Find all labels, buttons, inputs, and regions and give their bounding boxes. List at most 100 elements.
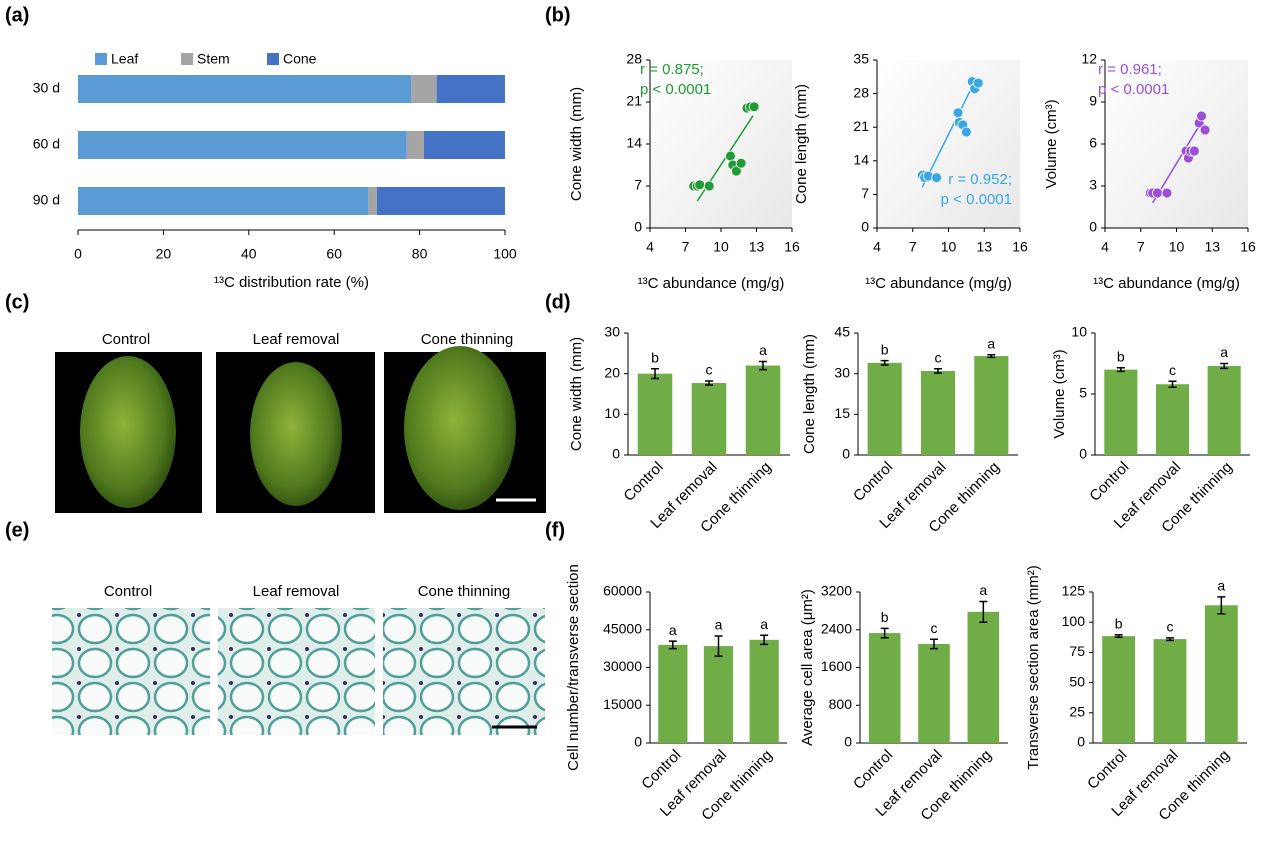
x-tick-label: 16 [1240, 239, 1256, 255]
significance-letter: c [931, 620, 938, 636]
y-axis-title: Cell number/transverse section [565, 564, 582, 771]
x-tick-label: Control [850, 459, 896, 505]
error-bar [760, 634, 769, 646]
annotation: p < 0.0001 [941, 191, 1012, 208]
panel-label: (f) [545, 519, 565, 541]
photo-label: Cone thinning [421, 331, 514, 348]
significance-letter: c [935, 349, 942, 365]
bar [868, 633, 901, 743]
annotation: r = 0.961; [1098, 61, 1162, 78]
point [931, 172, 942, 184]
significance-letter: c [1169, 362, 1176, 378]
x-tick-label: 10 [941, 239, 957, 255]
x-tick-label: 60 [326, 246, 342, 262]
significance-letter: c [706, 362, 713, 378]
y-tick-label: 0 [634, 734, 642, 750]
point [730, 165, 742, 177]
bar-segment [406, 131, 424, 159]
y-tick-label: 0 [861, 219, 869, 235]
significance-letter: b [1115, 616, 1123, 632]
x-tick-label: 7 [1137, 239, 1145, 255]
y-axis-title: Average cell area (μm²) [799, 589, 816, 746]
significance-letter: a [979, 582, 987, 598]
point [1188, 145, 1200, 157]
significance-letter: c [1167, 619, 1174, 635]
error-bar [759, 360, 767, 371]
point [703, 180, 715, 192]
y-tick-label: 15 [834, 405, 850, 421]
y-axis-title: Cone length (mm) [801, 334, 818, 454]
error-bar [880, 627, 889, 639]
x-tick-label: Control [620, 459, 666, 505]
x-axis-title: ¹³C abundance (mg/g) [865, 275, 1012, 292]
error-bar [1220, 362, 1229, 370]
point [694, 179, 706, 191]
cone-photo [404, 346, 516, 510]
x-tick-label: 4 [1101, 239, 1109, 255]
point [1152, 187, 1163, 199]
significance-letter: b [651, 349, 659, 365]
y-tick-label: 90 d [33, 192, 60, 208]
photo-label: Control [102, 331, 150, 348]
bar [658, 644, 688, 743]
x-tick-label: 80 [412, 246, 428, 262]
significance-letter: b [881, 609, 889, 625]
annotation: p < 0.0001 [1098, 81, 1169, 98]
y-axis-title: Transverse section area (mm²) [1025, 565, 1042, 770]
bar [918, 643, 950, 743]
error-bar [979, 600, 988, 623]
y-tick-label: 0 [612, 446, 620, 462]
y-tick-label: 5 [1079, 385, 1087, 401]
error-bar [668, 640, 677, 650]
legend-swatch [95, 53, 107, 65]
y-tick-label: 25 [1069, 704, 1085, 720]
fit-line [1152, 115, 1206, 204]
y-tick-label: 50 [1069, 673, 1085, 689]
x-tick-label: 7 [682, 239, 690, 255]
error-bar [714, 635, 723, 657]
y-tick-label: 3200 [821, 583, 852, 599]
y-tick-label: 30000 [603, 658, 642, 674]
y-tick-label: 15000 [603, 696, 642, 712]
error-bar [705, 380, 713, 386]
bar [967, 611, 1000, 743]
micrograph [52, 608, 210, 735]
significance-letter: a [987, 335, 995, 351]
bar [974, 356, 1009, 455]
x-tick-label: 13 [1204, 239, 1220, 255]
photos: Control Leaf removal Cone thinning [55, 331, 546, 513]
y-axis-title: Cone length (mm) [793, 84, 810, 204]
y-tick-label: 60000 [603, 583, 642, 599]
x-tick-label: Control [850, 747, 896, 793]
error-bar [1116, 367, 1125, 373]
bar [867, 362, 902, 455]
y-tick-label: 0 [634, 219, 642, 235]
micrograph-label: Leaf removal [253, 583, 340, 600]
significance-letter: a [1217, 578, 1225, 594]
y-tick-label: 10 [1071, 324, 1087, 340]
panel-label: (e) [5, 519, 29, 541]
y-tick-label: 0 [844, 734, 852, 750]
point [1196, 110, 1207, 122]
y-tick-label: 0 [1089, 219, 1097, 235]
x-tick-label: 0 [74, 246, 82, 262]
significance-letter: a [1220, 344, 1228, 360]
y-axis-title: Cone width (mm) [568, 337, 585, 451]
x-tick-label: 13 [976, 239, 992, 255]
y-tick-label: 21 [853, 118, 869, 134]
cone-photo [80, 356, 176, 508]
x-tick-label: 4 [873, 239, 881, 255]
x-axis-title: ¹³C distribution rate (%) [214, 274, 369, 291]
plot-area [877, 60, 1020, 228]
panel-label: (c) [5, 291, 29, 313]
y-tick-label: 45000 [603, 620, 642, 636]
annotation: p < 0.0001 [640, 81, 711, 98]
micrograph [218, 608, 375, 735]
legend-label: Leaf [111, 51, 138, 67]
micrograph-label: Cone thinning [418, 583, 511, 600]
x-tick-label: 13 [749, 239, 765, 255]
bar [691, 383, 727, 455]
legend-swatch [181, 53, 193, 65]
y-tick-label: 7 [634, 177, 642, 193]
bar-segment [376, 187, 505, 215]
